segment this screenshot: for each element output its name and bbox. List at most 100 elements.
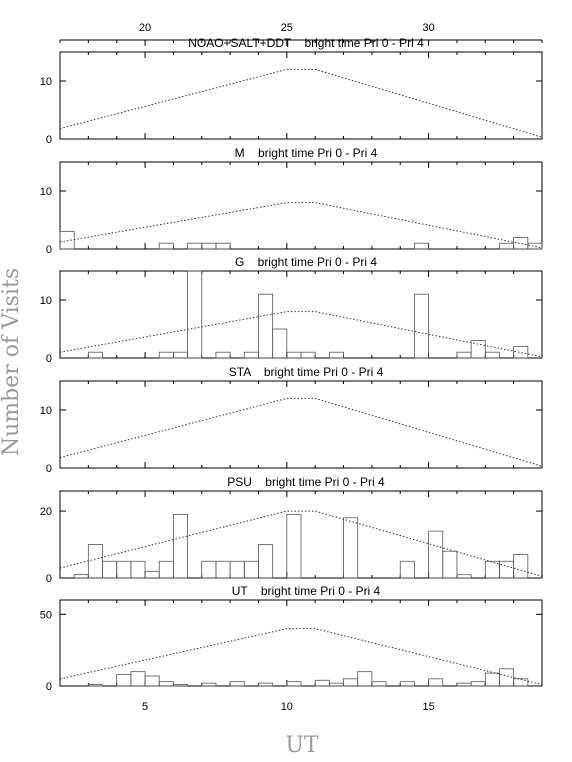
histogram-bar: [229, 681, 245, 687]
histogram-bar: [499, 242, 515, 250]
histogram-bar: [456, 574, 472, 579]
histogram-bar: [158, 681, 174, 687]
histogram-bar: [314, 679, 330, 687]
histogram-bar: [499, 668, 515, 687]
y-tick-label: 0: [46, 244, 52, 256]
histogram-bar: [442, 550, 458, 579]
y-tick-label: 20: [40, 506, 52, 518]
histogram-bar: [158, 351, 174, 359]
panels: NOAO+SALT+DDT bright time Pri 0 - Pri 4 0…: [40, 36, 543, 693]
bottom-x-axis: 5 10 15: [142, 701, 435, 713]
panel-title: UT bright time Pri 0 - Pri 4: [232, 584, 381, 598]
panel-2: M bright time Pri 0 - Pri 4 0 10: [40, 146, 543, 256]
panel-frame: [59, 161, 543, 250]
panel-3: G bright time Pri 0 - Pri 4 0 10: [40, 255, 543, 365]
histogram-bar: [286, 351, 302, 359]
bottom-tick-label: 10: [281, 701, 293, 713]
histogram-bar: [470, 681, 486, 687]
histogram-bar: [513, 554, 529, 579]
y-tick-label: 10: [40, 186, 52, 198]
histogram-bar: [187, 270, 203, 359]
histogram-bar: [215, 351, 231, 359]
availability-curve: [59, 202, 543, 249]
y-tick-label: 0: [46, 353, 52, 365]
y-axis-title: Number of Visits: [0, 268, 24, 456]
histogram-bar: [414, 242, 429, 250]
x-axis-title: UT: [285, 733, 319, 758]
availability-curve: [59, 311, 543, 358]
histogram-bar: [173, 684, 188, 687]
histogram-bar: [428, 530, 444, 579]
histogram-bar: [258, 544, 274, 579]
y-tick-label: 10: [40, 76, 52, 88]
histogram-bar: [272, 328, 288, 359]
histogram-bar: [87, 544, 103, 579]
panel-1: NOAO+SALT+DDT bright time Pri 0 - Pri 4 0…: [40, 36, 543, 146]
availability-curve: [59, 68, 543, 138]
histogram-bar: [229, 560, 245, 579]
availability-curve: [59, 397, 543, 467]
histogram-bar: [399, 560, 415, 579]
histogram-bar: [130, 671, 146, 687]
panel-title: G bright time Pri 0 - Pri 4: [235, 255, 377, 269]
y-tick-label: 10: [40, 295, 52, 307]
panel-4: STA bright time Pri 0 - Pri 4 0 10: [40, 365, 543, 475]
histogram-bar: [470, 340, 486, 359]
panel-title: PSU bright time Pri 0 - Pri 4: [227, 475, 385, 489]
histogram-bar: [173, 351, 188, 359]
histogram-bar: [328, 351, 344, 359]
histogram-bar: [173, 514, 188, 579]
histogram-bar: [187, 242, 203, 250]
panel-frame: [59, 51, 543, 140]
histogram-bar: [484, 351, 500, 359]
histogram-bar: [243, 351, 259, 359]
y-tick-label: 0: [46, 463, 52, 475]
histogram-bar: [130, 560, 146, 579]
histogram-bar: [73, 574, 89, 579]
histogram-bar: [116, 674, 132, 687]
histogram-bar: [513, 345, 529, 359]
top-tick-label: 20: [139, 22, 151, 34]
panel-frame: [59, 380, 543, 469]
histogram-bar: [499, 560, 515, 579]
histogram-bar: [428, 678, 444, 687]
y-tick-label: 0: [46, 681, 52, 693]
y-tick-label: 10: [40, 405, 52, 417]
histogram-bar: [343, 517, 359, 579]
y-tick-label: 50: [40, 609, 52, 621]
histogram-bar: [158, 242, 174, 250]
histogram-bar: [343, 678, 359, 687]
top-x-axis: 20 25 30: [59, 22, 543, 46]
panel-title: M bright time Pri 0 - Pri 4: [235, 146, 378, 160]
y-tick-label: 0: [46, 573, 52, 585]
histogram-bar: [87, 684, 103, 687]
bottom-tick-label: 5: [142, 701, 148, 713]
histogram-bar: [201, 242, 217, 250]
histogram-bar: [158, 560, 174, 579]
histogram-bar: [300, 351, 316, 359]
histogram-bar: [258, 293, 274, 359]
histogram-bar: [484, 672, 500, 687]
histogram-bar: [87, 351, 103, 359]
histogram-bar: [59, 231, 75, 250]
histogram-bar: [215, 242, 231, 250]
histogram-bar: [456, 351, 472, 359]
availability-curve: [59, 628, 543, 686]
histogram-bar: [357, 671, 373, 687]
top-tick-label: 30: [422, 22, 434, 34]
histogram-bar: [102, 560, 118, 579]
y-tick-label: 0: [46, 134, 52, 146]
histogram-bar: [116, 560, 132, 579]
histogram-bar: [243, 560, 259, 579]
top-tick-label: 25: [281, 22, 293, 34]
bottom-tick-label: 15: [422, 701, 434, 713]
histogram-bar: [371, 681, 387, 687]
histogram-bar: [513, 678, 529, 687]
panel-title: STA bright time Pri 0 - Pri 4: [229, 365, 384, 379]
histogram-bar: [286, 681, 302, 687]
histogram-bar: [414, 293, 429, 359]
panel-6: UT bright time Pri 0 - Pri 4 0 50: [40, 584, 543, 693]
histogram-bar: [513, 236, 529, 250]
histogram-bar: [258, 682, 274, 687]
